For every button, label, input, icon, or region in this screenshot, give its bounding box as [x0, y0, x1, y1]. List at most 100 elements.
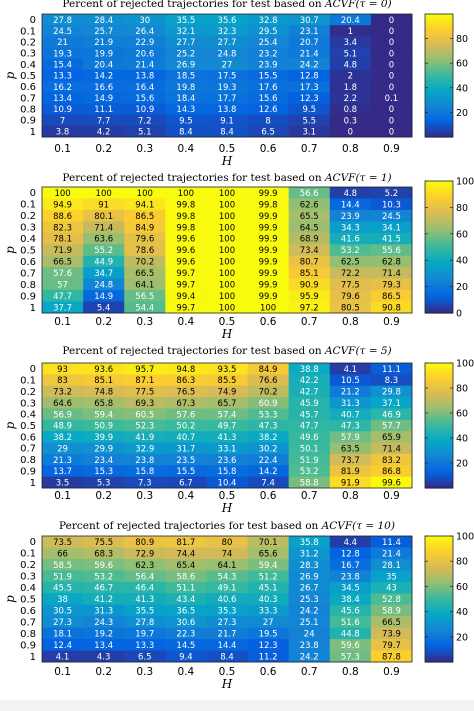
heatmap-cell: [370, 92, 413, 104]
cell-value-label: 13.4: [94, 641, 113, 651]
heatmap-cell: [247, 408, 290, 421]
heatmap-cell: [288, 244, 331, 257]
heatmap-cell: [124, 408, 166, 421]
colorbar-segment: [425, 620, 453, 623]
colorbar-segment: [425, 438, 453, 441]
cell-value-label: 23.8: [300, 641, 319, 651]
colorbar-segment: [425, 605, 453, 608]
colorbar-segment: [425, 653, 453, 657]
colorbar-segment: [425, 479, 453, 483]
heatmap-cell: [288, 627, 331, 640]
heatmap-cell: [370, 650, 413, 663]
heatmap-cell: [206, 25, 248, 37]
cell-value-label: 24.5: [382, 212, 401, 222]
cell-value-label: 24.8: [218, 49, 237, 59]
colorbar-segment: [425, 302, 453, 305]
cell-value-label: 8.4: [220, 128, 234, 138]
heatmap-cell: [206, 453, 248, 466]
heatmap-cell: [42, 442, 84, 455]
cell-value-label: 8: [265, 116, 270, 126]
heatmap-cell: [206, 69, 248, 82]
cell-value-label: 32.1: [176, 27, 195, 37]
colorbar-segment: [425, 187, 453, 191]
heatmap-cell: [288, 125, 331, 138]
heatmap-cell: [329, 627, 372, 640]
cell-value-label: 57.3: [341, 652, 360, 662]
heatmap-cell: [370, 442, 413, 455]
heatmap-cell: [42, 616, 84, 629]
colorbar-segment: [425, 383, 453, 387]
heatmap-cell: [329, 639, 372, 651]
colorbar-segment: [425, 112, 453, 116]
heatmap-cell: [42, 114, 84, 127]
cell-value-label: 99.9: [259, 258, 278, 268]
colorbar-segment: [425, 211, 453, 215]
cell-value-label: 15.4: [53, 61, 72, 71]
heatmap-panel-1: Percent of rejected trajectories for tes…: [3, 0, 468, 168]
colorbar-tick-label: 40: [456, 83, 468, 94]
cell-value-label: 74: [222, 549, 233, 559]
colorbar-segment: [425, 218, 453, 222]
heatmap-cell: [124, 244, 166, 257]
heatmap-cell: [42, 650, 84, 663]
colorbar-segment: [425, 185, 453, 189]
cell-value-label: 94.9: [53, 200, 72, 210]
cell-value-label: 100: [178, 189, 194, 199]
heatmap-cell: [42, 408, 84, 421]
colorbar-frame: [424, 180, 454, 314]
heatmap-cell: [370, 187, 413, 199]
cell-value-label: 21.4: [382, 549, 401, 559]
colorbar-segment: [425, 79, 453, 83]
cell-value-label: 41.3: [135, 595, 154, 605]
cell-value-label: 99.7: [176, 269, 195, 279]
heatmap-cell: [329, 558, 372, 571]
cell-value-label: 67.3: [176, 399, 195, 409]
plot-frame: [41, 362, 413, 489]
heatmap-cell: [329, 209, 372, 222]
cell-value-label: 6.5: [138, 652, 152, 662]
x-tick-label: 0.8: [342, 490, 359, 502]
cell-value-label: 85.1: [300, 269, 319, 279]
cell-value-label: 99.8: [259, 200, 278, 210]
cell-value-label: 39.9: [94, 433, 113, 443]
colorbar-segment: [425, 310, 453, 314]
cell-value-label: 5.2: [385, 189, 399, 199]
heatmap-cell: [165, 385, 207, 398]
cell-value-label: 38: [57, 595, 68, 605]
heatmap-cell: [165, 363, 207, 375]
heatmap-cell: [165, 232, 207, 245]
colorbar-segment: [425, 396, 453, 400]
heatmap-cell: [165, 187, 207, 199]
heatmap-cell: [288, 25, 331, 37]
colorbar-frame: [424, 362, 454, 489]
colorbar-segment: [425, 379, 453, 383]
heatmap-cell: [329, 476, 372, 489]
heatmap-cell: [42, 187, 84, 199]
x-axis-label: H: [221, 154, 233, 168]
cell-value-label: 16.7: [341, 561, 360, 571]
cell-value-label: 99.8: [176, 200, 195, 210]
x-tick-label: 0.7: [301, 143, 318, 155]
cell-value-label: 58.6: [176, 572, 195, 582]
cell-value-label: 85.1: [94, 376, 113, 386]
cell-value-label: 66.5: [53, 258, 72, 268]
cell-value-label: 24: [304, 630, 315, 640]
colorbar-segment: [425, 63, 453, 66]
heatmap-cell: [370, 581, 413, 594]
heatmap-cell: [124, 385, 166, 398]
heatmap-cell: [165, 547, 207, 560]
y-tick-label: 0.4: [20, 234, 36, 245]
cell-value-label: 16.6: [94, 83, 113, 93]
heatmap-cell: [42, 81, 84, 93]
colorbar-segment: [425, 122, 453, 126]
heatmap-cell: [370, 255, 413, 268]
heatmap-cell: [329, 69, 372, 82]
cell-value-label: 78.1: [53, 235, 72, 245]
colorbar-tick-label: 20: [456, 282, 468, 293]
heatmap-cell: [83, 581, 125, 594]
cell-value-label: 7.7: [97, 116, 111, 126]
colorbar-segment: [425, 417, 453, 420]
y-tick-label: 0.1: [20, 549, 36, 560]
cell-value-label: 63.6: [94, 235, 113, 245]
cell-value-label: 29.8: [382, 388, 401, 398]
